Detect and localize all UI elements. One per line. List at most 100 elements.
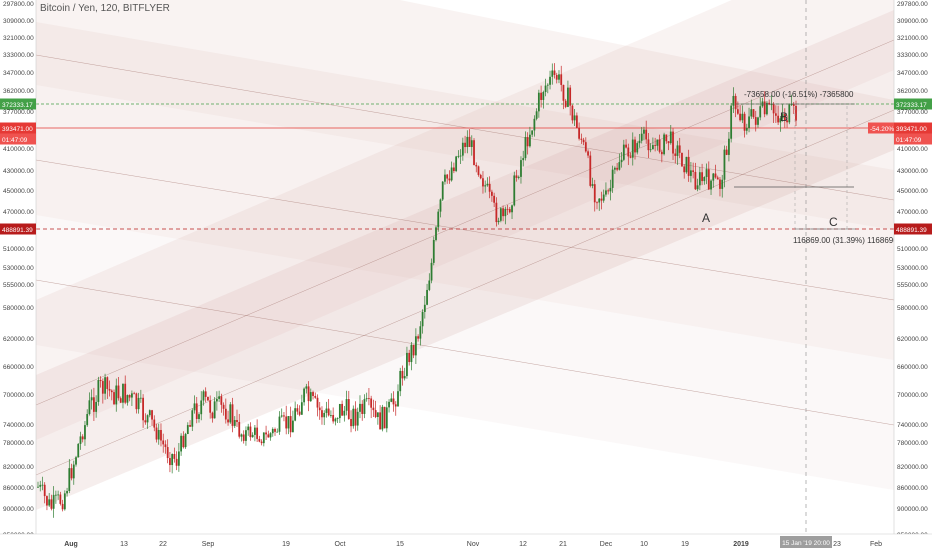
- candle-body: [106, 377, 109, 389]
- candle-body: [665, 134, 668, 142]
- y-tick-label-right: 309000.00: [897, 18, 928, 25]
- candle-body: [627, 147, 630, 157]
- channel-band-4: [36, 10, 894, 440]
- candle-body: [578, 127, 581, 139]
- candle-body: [421, 311, 424, 327]
- candle-body: [406, 352, 408, 377]
- candle-body: [238, 421, 241, 437]
- candle-body: [202, 391, 205, 401]
- channel-bands: [35, 0, 895, 510]
- y-tick-label-right: 530000.00: [897, 265, 928, 272]
- candle-body: [569, 87, 572, 106]
- candle-body: [678, 145, 681, 153]
- candle-body: [75, 457, 77, 465]
- candle-body: [249, 426, 252, 438]
- candle-body: [497, 220, 500, 223]
- candle-body: [455, 156, 458, 172]
- y-tick-label-left: 470000.00: [3, 209, 34, 216]
- y-tick-label-right: 321000.00: [897, 35, 928, 42]
- y-tick-label-right: 430000.00: [897, 168, 928, 175]
- left-tag-timer-bg: [0, 133, 36, 145]
- candle-body: [399, 370, 402, 392]
- candle-body: [283, 415, 285, 417]
- candle-body: [774, 113, 777, 116]
- candle-body: [743, 113, 746, 131]
- candle-body: [374, 410, 377, 418]
- candle-body: [464, 142, 466, 148]
- candle-body: [142, 397, 144, 421]
- candle-body: [491, 191, 493, 196]
- x-tick-label: 19: [681, 541, 689, 548]
- candle-body: [582, 139, 585, 143]
- y-tick-label-right: 297800.00: [897, 1, 928, 8]
- candle-body: [725, 149, 728, 155]
- y-tick-label-left: 660000.00: [3, 364, 34, 371]
- candle-body: [549, 76, 551, 85]
- candle-body: [484, 185, 487, 187]
- candle-body: [459, 155, 462, 157]
- y-tick-label-right: 377000.00: [897, 109, 928, 116]
- candle-body: [309, 392, 312, 402]
- candle-body: [681, 152, 683, 167]
- candle-body: [265, 432, 267, 435]
- candle-body: [477, 166, 480, 175]
- channel-median-0: [35, 54, 895, 201]
- candle-body: [701, 172, 703, 182]
- candle-body: [611, 169, 614, 188]
- candle-body: [220, 396, 223, 405]
- y-tick-label-left: 555000.00: [3, 282, 34, 289]
- candle-body: [195, 403, 198, 419]
- candle-body: [714, 173, 717, 178]
- candle-body: [122, 383, 124, 403]
- candle-body: [95, 401, 98, 412]
- candle-body: [385, 407, 388, 429]
- candle-body: [622, 144, 625, 160]
- candle-body: [66, 490, 68, 494]
- candle-body: [687, 156, 690, 176]
- y-tick-label-left: 333000.00: [3, 52, 34, 59]
- right-tag-red: 393471.00: [896, 126, 927, 133]
- candle-body: [777, 115, 780, 123]
- y-tick-label-right: 740000.00: [897, 422, 928, 429]
- candle-body: [788, 104, 791, 123]
- x-axis-bg: [0, 534, 932, 550]
- candle-body: [475, 164, 478, 167]
- candle-body: [712, 173, 715, 181]
- y-tick-label-right: 510000.00: [897, 246, 928, 253]
- candle-body: [224, 408, 227, 420]
- candle-body: [716, 177, 719, 180]
- candle-body: [636, 143, 639, 153]
- candle-body: [354, 408, 357, 426]
- y-tick-label-left: 620000.00: [3, 336, 34, 343]
- candle-body: [584, 142, 587, 152]
- candle-body: [618, 162, 621, 170]
- candle-body: [757, 117, 759, 125]
- candle-body: [139, 397, 142, 399]
- candle-body: [298, 411, 301, 415]
- x-tick-label: 21: [559, 541, 567, 548]
- candle-body: [520, 160, 522, 177]
- price-series[interactable]: [37, 63, 797, 518]
- candle-body: [676, 145, 679, 156]
- candle-body: [779, 118, 782, 123]
- x-highlight-bg: [780, 536, 832, 548]
- candle-body: [596, 202, 598, 204]
- candle-body: [365, 398, 368, 400]
- x-tick-label: 2019: [733, 541, 749, 548]
- candle-body: [113, 392, 115, 405]
- candle-body: [394, 404, 397, 407]
- candle-body: [667, 141, 670, 144]
- y-tick-label-right: 347000.00: [897, 70, 928, 77]
- left-tag-darkred-bg: [0, 223, 36, 235]
- y-axis-right-bg: [894, 0, 932, 550]
- candle-body: [573, 115, 576, 121]
- y-tick-label-right: 780000.00: [897, 440, 928, 447]
- candle-body: [437, 211, 440, 228]
- right-tag-darkred-bg: [894, 223, 932, 235]
- candle-body: [43, 484, 46, 497]
- x-tick-label: Oct: [335, 541, 346, 548]
- candle-body: [137, 397, 140, 410]
- candle-body: [70, 468, 73, 479]
- y-tick-label-left: 321000.00: [3, 35, 34, 42]
- candle-body: [92, 397, 95, 412]
